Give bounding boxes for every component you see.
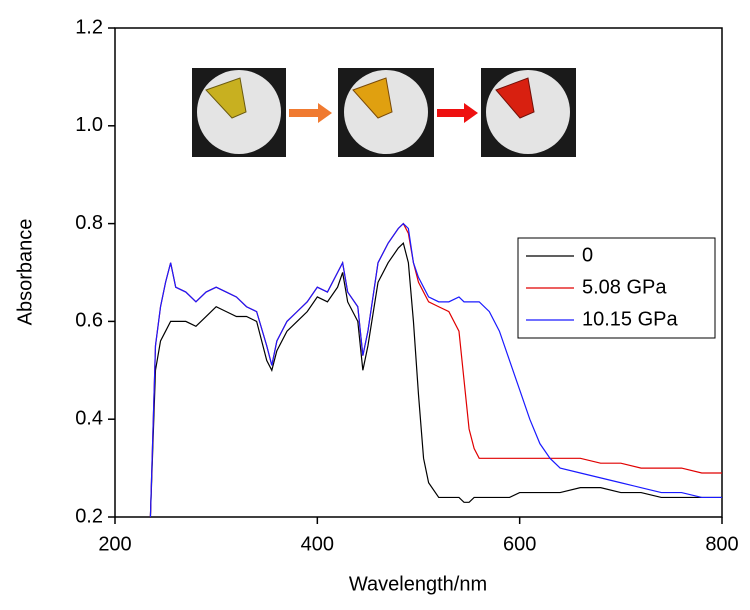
y-tick-label: 1.0 xyxy=(75,114,103,136)
x-tick-label: 600 xyxy=(503,533,536,555)
x-axis-label: Wavelength/nm xyxy=(349,573,487,595)
x-tick-label: 400 xyxy=(301,533,334,555)
crystal xyxy=(205,77,247,119)
crystal xyxy=(352,77,393,119)
plot-frame xyxy=(114,27,723,518)
y-tick-label: 0.6 xyxy=(75,310,103,332)
y-tick-label: 0.2 xyxy=(75,505,103,527)
legend-label: 5.08 GPa xyxy=(582,276,667,298)
legend-label: 10.15 GPa xyxy=(582,308,679,330)
crystal xyxy=(495,77,535,119)
y-tick-label: 0.4 xyxy=(75,407,103,429)
x-tick-label: 200 xyxy=(98,533,131,555)
legend-label: 0 xyxy=(582,244,593,266)
y-axis-label: Absorbance xyxy=(14,219,36,326)
series-line xyxy=(149,242,722,518)
arrow xyxy=(289,103,332,123)
y-tick-label: 0.8 xyxy=(75,212,103,234)
legend: 0 5.08 GPa 10.15 GPa xyxy=(517,237,716,339)
series-line xyxy=(149,222,722,518)
inset-images xyxy=(192,68,576,157)
arrow xyxy=(437,103,478,123)
x-tick-label: 800 xyxy=(705,533,738,555)
y-tick-label: 1.2 xyxy=(75,16,103,38)
